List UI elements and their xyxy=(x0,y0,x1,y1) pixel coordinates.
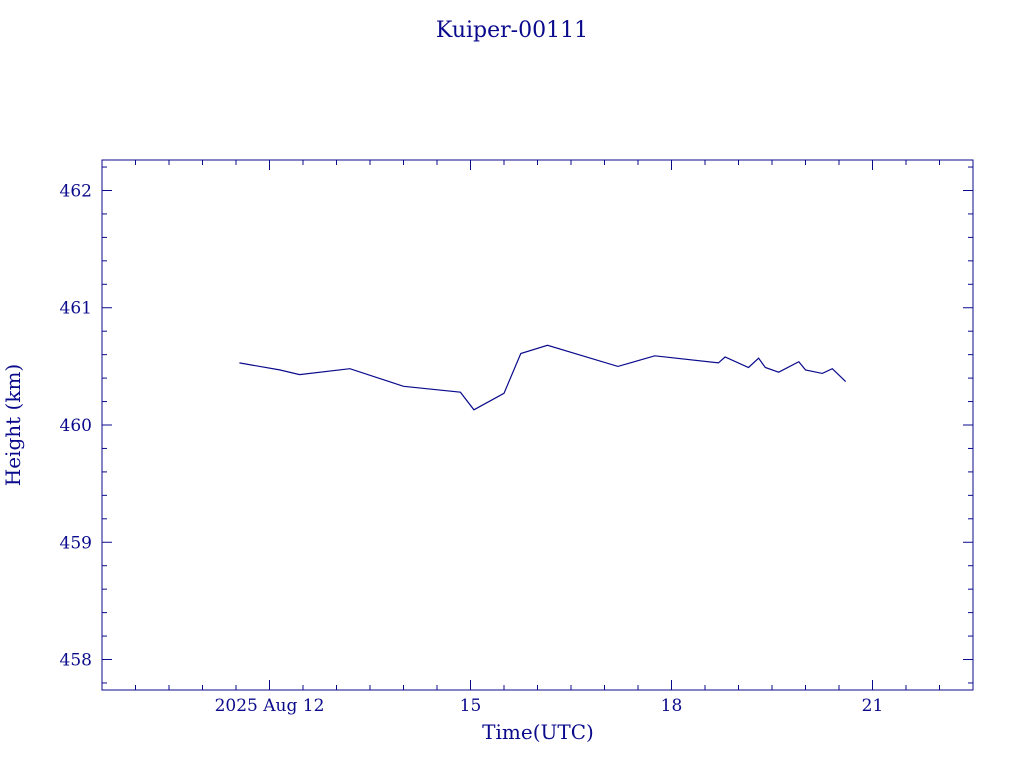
y-tick-label: 460 xyxy=(60,416,92,436)
y-tick-label: 459 xyxy=(60,533,92,553)
height-series-line xyxy=(239,344,847,411)
y-tick-label: 458 xyxy=(60,651,92,671)
y-tick-label: 461 xyxy=(60,299,92,319)
axis-ticks xyxy=(101,160,974,690)
y-tick-labels: 458 459 460 461 462 xyxy=(60,181,92,670)
y-axis-label: Height (km) xyxy=(1,364,25,486)
height-series xyxy=(239,344,847,411)
x-axis-label: Time(UTC) xyxy=(482,720,594,744)
plot-frame xyxy=(101,159,974,691)
y-tick-label: 462 xyxy=(60,181,92,201)
x-tick-label: 15 xyxy=(460,696,482,716)
x-tick-label: 18 xyxy=(661,696,683,716)
chart-title: Kuiper-00111 xyxy=(436,18,588,43)
x-tick-label: 2025 Aug 12 xyxy=(215,696,325,716)
x-tick-labels: 2025 Aug 12 15 18 21 xyxy=(215,696,884,716)
x-tick-label: 21 xyxy=(862,696,884,716)
